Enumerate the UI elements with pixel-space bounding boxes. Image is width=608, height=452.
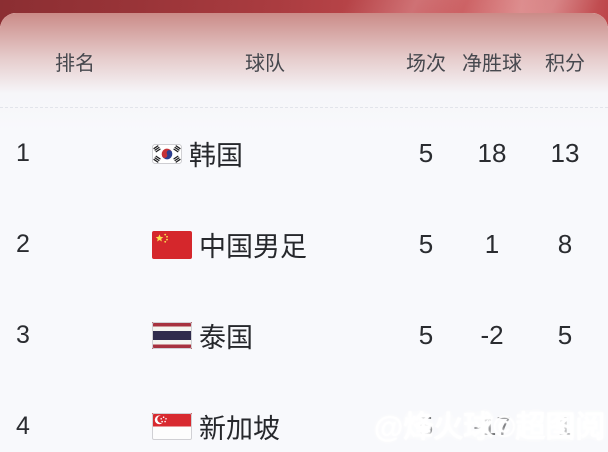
team-cell: 新加坡: [140, 407, 390, 446]
south-korea-flag-icon: [152, 143, 182, 165]
points-cell: 13: [550, 138, 580, 168]
team-name: 泰国: [199, 323, 253, 353]
team-cell: 中国男足: [140, 225, 390, 264]
table-row: 3 泰国 5 -2: [0, 290, 608, 381]
rank-cell: 2: [16, 230, 30, 258]
table-body: 1: [0, 107, 608, 452]
points-cell: 1: [557, 411, 573, 441]
goal-diff-cell: -2: [480, 320, 504, 350]
rank-cell: 1: [16, 139, 30, 167]
singapore-flag-icon: [152, 413, 192, 440]
china-flag-icon: [152, 230, 192, 259]
matches-cell: 5: [418, 411, 434, 441]
goal-diff-cell: 18: [477, 138, 507, 168]
team-cell: 韩国: [140, 134, 390, 173]
rank-cell: 3: [16, 321, 30, 349]
matches-cell: 5: [418, 320, 434, 350]
table-row: 2 中国男足 5 1: [0, 199, 608, 290]
matches-cell: 5: [418, 229, 434, 259]
header-rank: 排名: [55, 52, 95, 75]
table-row: 1: [0, 108, 608, 199]
table-row: 4: [0, 381, 608, 452]
team-cell: 泰国: [140, 316, 390, 355]
points-cell: 5: [557, 320, 573, 350]
table-header-row: 排名 球队 场次 净胜球 积分: [0, 45, 608, 77]
matches-cell: 5: [418, 138, 434, 168]
header-team: 球队: [245, 52, 285, 75]
thailand-flag-icon: [152, 322, 192, 349]
rank-cell: 4: [16, 412, 30, 440]
goal-diff-cell: -17: [473, 411, 511, 441]
points-cell: 8: [557, 229, 573, 259]
team-name: 中国男足: [199, 232, 307, 262]
header-matches: 场次: [406, 52, 446, 75]
header-goal-diff: 净胜球: [462, 52, 522, 75]
header-points: 积分: [545, 52, 585, 75]
team-name: 韩国: [189, 141, 243, 171]
team-name: 新加坡: [199, 414, 280, 444]
standings-card: 排名 球队 场次 净胜球 积分 1: [0, 13, 608, 452]
goal-diff-cell: 1: [484, 229, 500, 259]
